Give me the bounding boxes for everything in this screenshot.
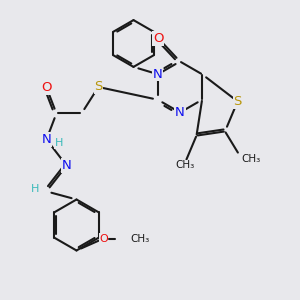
- Text: O: O: [41, 81, 52, 94]
- Text: CH₃: CH₃: [130, 233, 150, 244]
- Text: N: N: [42, 133, 51, 146]
- Text: N: N: [62, 159, 71, 172]
- Text: N: N: [153, 68, 163, 81]
- Text: H: H: [55, 138, 63, 148]
- Text: S: S: [233, 95, 242, 108]
- Text: O: O: [153, 32, 164, 45]
- Text: H: H: [31, 184, 39, 194]
- Text: S: S: [94, 80, 103, 94]
- Text: N: N: [175, 106, 185, 119]
- Text: CH₃: CH₃: [175, 160, 194, 170]
- Text: CH₃: CH₃: [242, 154, 261, 164]
- Text: O: O: [99, 233, 108, 244]
